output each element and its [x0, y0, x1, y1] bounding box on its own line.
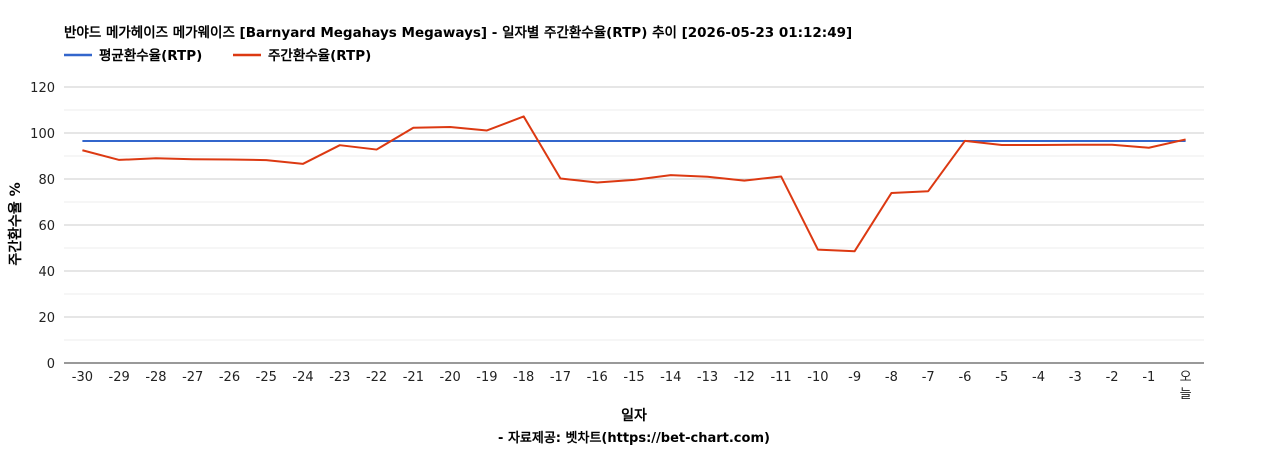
y-tick-label: 20 [38, 311, 55, 326]
y-tick-label: 120 [30, 81, 55, 96]
x-tick-label: -21 [403, 370, 424, 385]
gridlines [64, 86, 1204, 364]
data-source-footer: - 자료제공: 벳차트(https://bet-chart.com) [498, 430, 770, 446]
series-lines [82, 115, 1186, 253]
x-tick-label: -22 [366, 370, 387, 385]
x-tick-label: -4 [1032, 370, 1045, 385]
legend-label-weekly-rtp: 주간환수율(RTP) [268, 47, 371, 64]
x-tick-label: -12 [734, 370, 755, 385]
x-tick-label: -17 [550, 370, 571, 385]
x-tick-label: -27 [182, 370, 203, 385]
x-tick-label: -11 [770, 370, 791, 385]
x-tick-label: -26 [219, 370, 240, 385]
x-tick-label: -15 [623, 370, 644, 385]
y-tick-label: 40 [38, 265, 55, 280]
x-tick-label: -1 [1142, 370, 1155, 385]
x-tick-label: -16 [587, 370, 608, 385]
y-tick-label: 60 [38, 219, 55, 234]
x-tick-label: -29 [109, 370, 130, 385]
x-tick-label: -30 [72, 370, 93, 385]
y-tick-label: 0 [47, 357, 55, 372]
legend: 평균환수율(RTP) 주간환수율(RTP) [64, 47, 371, 64]
x-tick-label: -10 [807, 370, 828, 385]
x-tick-label: -7 [922, 370, 935, 385]
y-axis-title: 주간환수율 % [7, 182, 24, 265]
chart-title: 반야드 메가헤이즈 메가웨이즈 [Barnyard Megahays Megaw… [64, 24, 852, 41]
x-axis-title: 일자 [621, 408, 647, 424]
x-tick-label: -28 [145, 370, 166, 385]
x-tick-label: -9 [848, 370, 861, 385]
y-tick-label: 100 [30, 127, 55, 142]
x-tick-label: -23 [329, 370, 350, 385]
x-tick-label: -14 [660, 370, 681, 385]
y-axis-ticks: 0 20 40 60 80 100 120 [30, 81, 55, 372]
y-tick-label: 80 [38, 173, 55, 188]
x-axis-ticks: -30 -29 -28 -27 -26 -25 -24 -23 -22 -21 -20 -19 -18 -… [72, 370, 1192, 402]
x-tick-label: -13 [697, 370, 718, 385]
x-tick-label: -18 [513, 370, 534, 385]
weekly-rtp-line [82, 115, 1186, 253]
x-tick-label: -2 [1106, 370, 1119, 385]
x-tick-label: -6 [958, 370, 971, 385]
x-tick-label: -24 [292, 370, 313, 385]
x-tick-label: -5 [995, 370, 1008, 385]
legend-label-average-rtp: 평균환수율(RTP) [99, 47, 202, 64]
x-tick-label: -19 [476, 370, 497, 385]
x-tick-label: -20 [440, 370, 461, 385]
x-tick-label: -3 [1069, 370, 1082, 385]
x-tick-label: -25 [256, 370, 277, 385]
x-tick-label: -8 [885, 370, 898, 385]
